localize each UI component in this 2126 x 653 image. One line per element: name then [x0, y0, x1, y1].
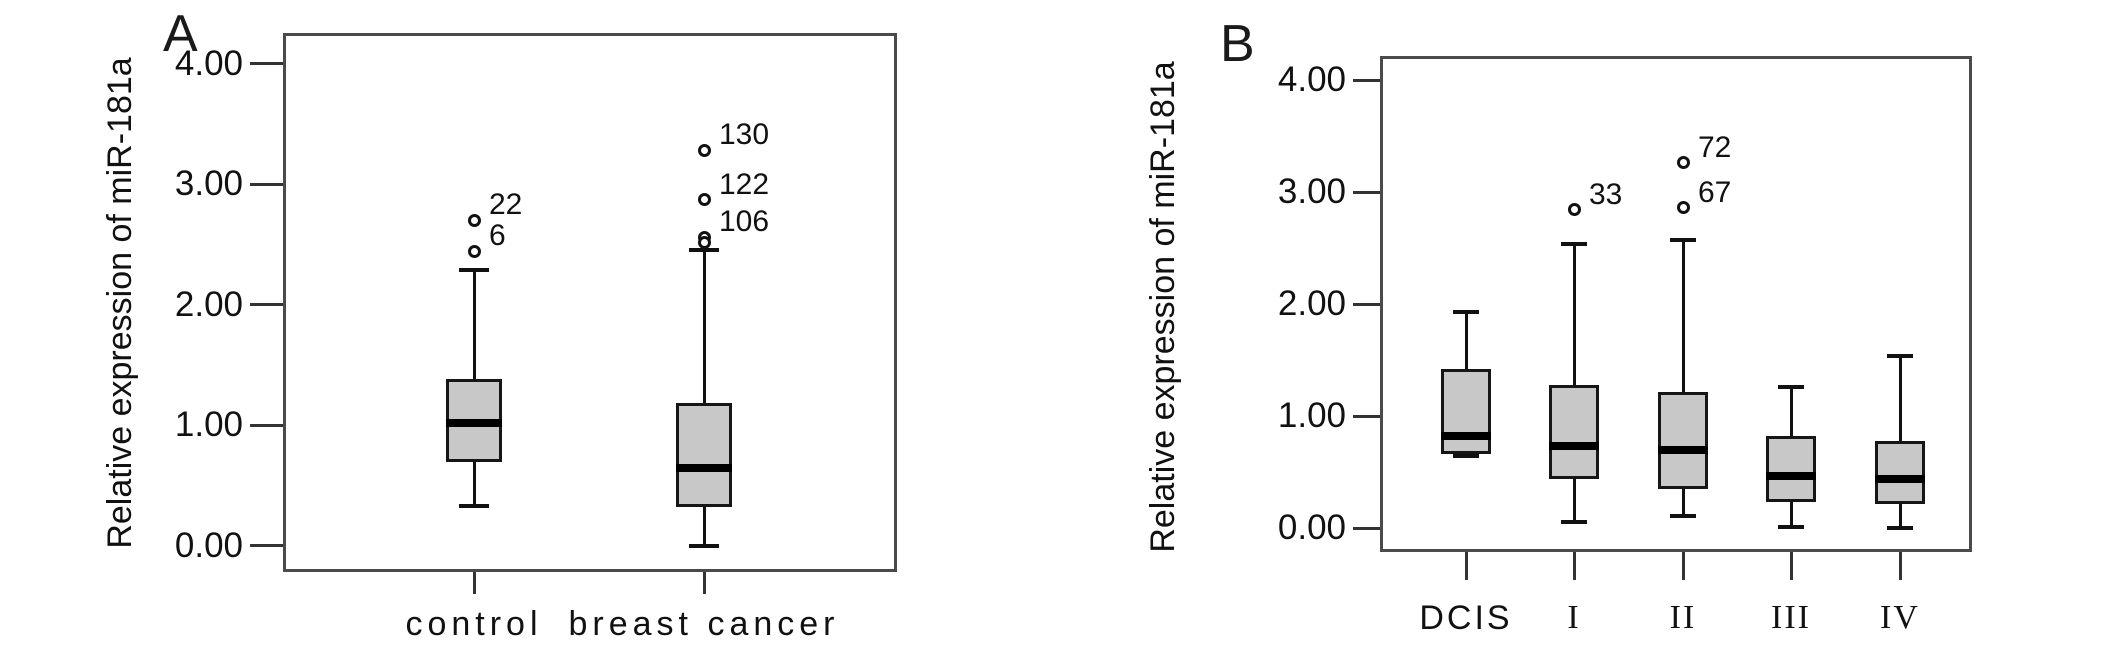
- panel-b-box-2-iqr-box: [1549, 384, 1599, 479]
- panel-b-y-tick: [1353, 526, 1380, 530]
- panel-a-box-2-outlier-point: [697, 193, 711, 207]
- panel-b-box-5-lower-whisker: [1898, 504, 1902, 528]
- panel-a-box-2-outlier-point: [697, 143, 711, 157]
- panel-a-box-2-lower-whisker: [702, 506, 706, 546]
- panel-a-box-2-outlier-label: 130: [719, 118, 770, 152]
- panel-b-box-5-upper-cap: [1887, 353, 1913, 358]
- panel-b-x-tick: [1898, 552, 1902, 580]
- panel-b-category-label: IV: [1880, 599, 1920, 636]
- panel-a-y-tick-label: 1.00: [174, 405, 243, 444]
- panel-a-box-2-outlier-label: 122: [719, 167, 770, 201]
- panel-a-box-2-upper-whisker: [702, 250, 706, 404]
- panel-a-box-1-lower-whisker: [472, 462, 476, 506]
- panel-a-box-2-outlier-point: [697, 235, 711, 249]
- panel-a-y-tick: [250, 303, 283, 306]
- panel-a-plot-area: [283, 33, 897, 572]
- panel-b-box-4-lower-whisker: [1789, 502, 1793, 527]
- panel-b-y-tick: [1353, 302, 1380, 306]
- panel-b-y-tick: [1353, 78, 1380, 82]
- panel-a-y-tick-label: 0.00: [174, 525, 243, 565]
- panel-a-box-1-outlier-point: [467, 213, 481, 227]
- panel-b-box-1-upper-whisker: [1464, 311, 1468, 369]
- panel-b-box-5-median-line: [1875, 474, 1925, 483]
- panel-b-box-3-outlier-label: 72: [1698, 130, 1732, 164]
- panel-b-box-4-iqr-box: [1766, 436, 1816, 503]
- panel-a-category-label: breast cancer: [568, 605, 840, 643]
- panel-a-y-tick-label: 2.00: [174, 284, 243, 324]
- panel-b-y-tick-label: 0.00: [1277, 508, 1346, 547]
- panel-b-box-2-lower-whisker: [1572, 478, 1576, 523]
- panel-b-box-3-outlier-point: [1676, 156, 1690, 170]
- panel-a-box-2-upper-cap: [689, 248, 719, 253]
- panel-a-box-1-median-line: [446, 418, 502, 427]
- panel-a-box-1-lower-cap: [459, 503, 489, 508]
- panel-a-y-tick-label: 4.00: [174, 43, 243, 83]
- panel-a-y-tick-label: 3.00: [174, 164, 243, 203]
- panel-b-y-tick-label: 2.00: [1277, 284, 1346, 323]
- panel-b-box-3-outlier-label: 67: [1698, 175, 1732, 209]
- panel-b-letter: B: [1220, 15, 1255, 73]
- panel-b-category-label: I: [1567, 599, 1581, 636]
- panel-a-box-2-outlier-label: 106: [719, 205, 770, 239]
- panel-b-box-5-lower-cap: [1887, 526, 1913, 530]
- panel-a-box-1-upper-whisker: [472, 269, 476, 380]
- panel-b-box-3-median-line: [1658, 445, 1708, 454]
- panel-b-box-4-median-line: [1766, 472, 1816, 481]
- panel-b-box-4-lower-cap: [1778, 524, 1804, 529]
- panel-b-box-3-lower-cap: [1670, 513, 1696, 518]
- panel-b-x-tick: [1681, 552, 1685, 580]
- panel-b-box-1-lower-cap: [1453, 454, 1479, 459]
- panel-b-y-tick: [1353, 190, 1380, 194]
- panel-a-category-label: control: [405, 605, 543, 643]
- panel-b-box-1-iqr-box: [1441, 368, 1491, 455]
- panel-b-box-3-upper-cap: [1670, 238, 1696, 243]
- panel-b-y-tick-label: 3.00: [1277, 172, 1346, 211]
- panel-b-box-2-upper-cap: [1561, 241, 1587, 246]
- panel-a-x-tick: [472, 572, 476, 594]
- panel-b-box-1-upper-cap: [1453, 309, 1479, 314]
- panel-a-y-tick: [250, 423, 283, 427]
- panel-b-box-2-outlier-label: 33: [1589, 177, 1623, 211]
- panel-a-letter: A: [163, 5, 198, 63]
- panel-b-box-1-median-line: [1441, 432, 1491, 441]
- panel-a-y-tick: [250, 544, 283, 547]
- panel-b-x-tick: [1572, 552, 1576, 580]
- panel-b-box-2-upper-whisker: [1572, 243, 1576, 385]
- panel-a-box-1-outlier-label: 22: [489, 188, 523, 222]
- panel-b-box-5-iqr-box: [1875, 440, 1925, 505]
- panel-a-box-1-outlier-label: 6: [489, 219, 506, 253]
- panel-b-box-3-lower-whisker: [1681, 488, 1685, 516]
- panel-a-y-tick: [250, 62, 283, 65]
- panel-b-category-label: DCIS: [1419, 599, 1513, 637]
- panel-a-y-tick: [250, 182, 283, 186]
- panel-b-y-tick-label: 4.00: [1277, 60, 1346, 99]
- panel-b-category-label: II: [1669, 599, 1697, 636]
- panel-b-box-5-upper-whisker: [1898, 355, 1902, 441]
- panel-a-box-2-iqr-box: [676, 403, 732, 507]
- panel-b-box-4-upper-whisker: [1789, 386, 1793, 437]
- panel-b-box-3-upper-whisker: [1681, 240, 1685, 393]
- panel-a-box-1-outlier-point: [467, 244, 481, 258]
- panel-b-box-3-outlier-point: [1676, 201, 1690, 215]
- panel-b-y-tick-label: 1.00: [1277, 396, 1346, 435]
- panel-b-category-label: III: [1771, 599, 1811, 636]
- panel-b-box-2-outlier-point: [1567, 203, 1581, 217]
- panel-b-box-2-median-line: [1549, 442, 1599, 451]
- panel-a-box-1-upper-cap: [459, 267, 489, 272]
- panel-b-y-axis-title: Relative expression of miR-181a: [1144, 61, 1182, 553]
- panel-b-x-tick: [1464, 552, 1468, 580]
- panel-b-x-tick: [1789, 552, 1793, 580]
- panel-b-box-4-upper-cap: [1778, 384, 1804, 389]
- panel-b-box-3-iqr-box: [1658, 392, 1708, 489]
- panel-b-box-2-lower-cap: [1561, 520, 1587, 525]
- panel-a-box-2-median-line: [676, 464, 732, 473]
- panel-a-x-tick: [702, 572, 706, 594]
- panel-b-y-tick: [1353, 414, 1380, 418]
- panel-a-box-2-lower-cap: [689, 543, 719, 548]
